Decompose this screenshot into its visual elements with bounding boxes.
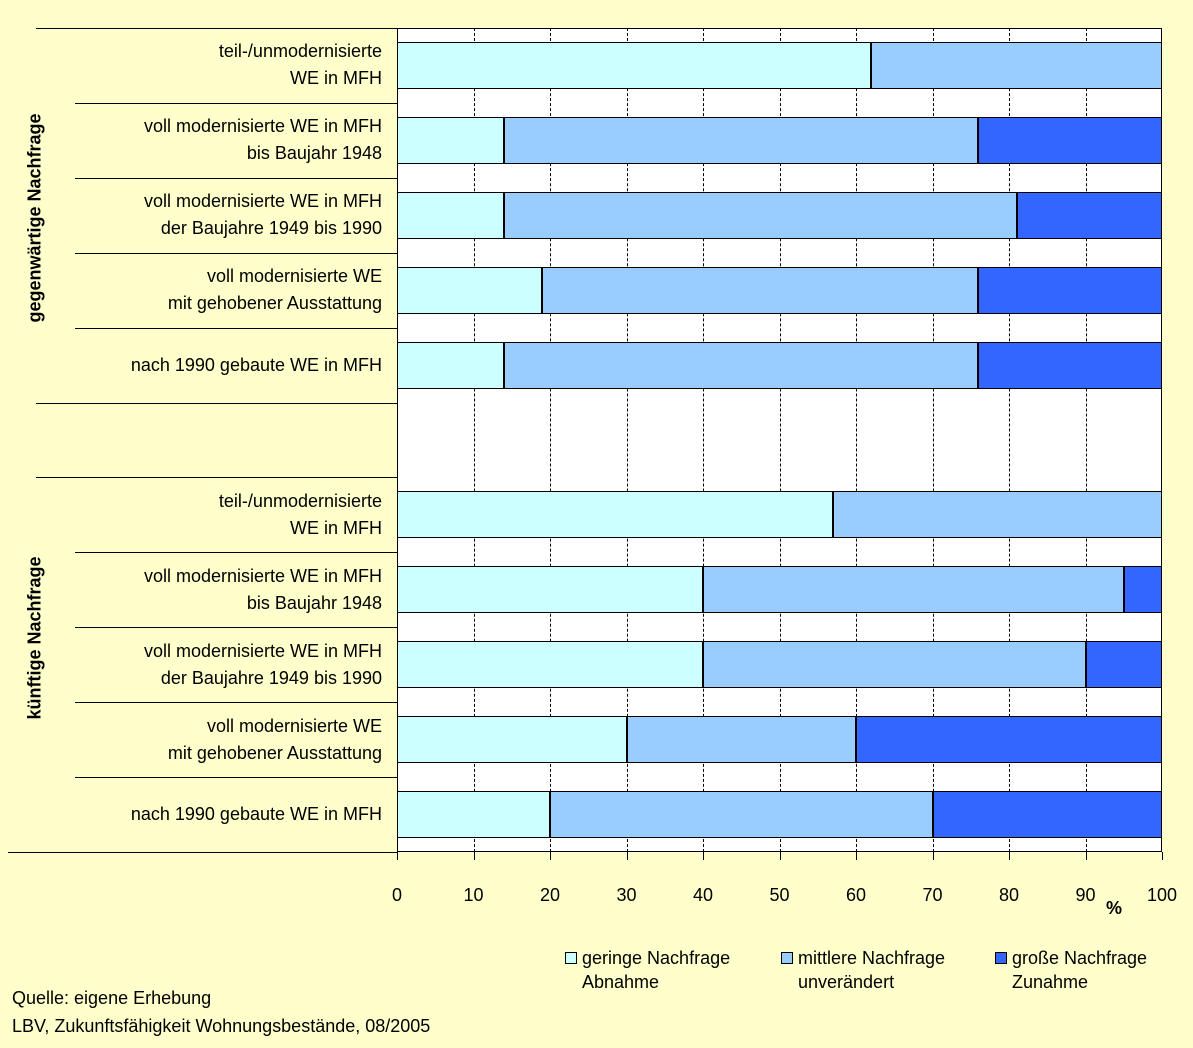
bar-segment xyxy=(397,566,703,614)
grid-line xyxy=(473,28,475,852)
row-separator xyxy=(36,28,397,29)
note: Quelle: eigene Erhebung xyxy=(12,988,212,1008)
category-label: teil-/unmodernisierte WE in MFH xyxy=(218,490,382,538)
grid-line xyxy=(1009,28,1010,852)
bar-segment xyxy=(703,566,1124,614)
bar-segment xyxy=(397,266,543,314)
tick-mark xyxy=(1162,852,1163,860)
x-tick-label: 10 xyxy=(463,885,484,905)
row-separator xyxy=(8,852,397,853)
tick-mark xyxy=(473,852,475,860)
grid-line xyxy=(856,28,857,852)
category-label: voll modernisierte WE in MFH der Baujahr… xyxy=(143,640,382,688)
bar-segment xyxy=(397,791,550,838)
bar-segment xyxy=(856,716,1162,764)
bar-segment xyxy=(932,791,1162,838)
row-separator xyxy=(75,627,397,629)
bar-segment xyxy=(703,641,1086,689)
legend-label: mittlere Nachfrage unverändert xyxy=(798,948,946,992)
category-label: voll modernisierte WE mit gehobener Auss… xyxy=(167,266,382,314)
bar-segment xyxy=(397,341,505,389)
x-tick-label: 20 xyxy=(539,885,561,905)
bar-segment xyxy=(978,341,1162,389)
legend-swatch xyxy=(995,952,1007,964)
bar-segment xyxy=(504,116,979,164)
x-unit: % xyxy=(1106,898,1123,918)
bar-segment xyxy=(833,491,1162,539)
bar-segment xyxy=(978,266,1162,314)
category-label: voll modernisierte WE in MFH der Baujahr… xyxy=(143,191,382,239)
grid-line xyxy=(550,28,551,852)
bar-segment xyxy=(397,491,834,539)
tick-mark xyxy=(397,852,398,860)
tick-mark xyxy=(779,852,781,860)
grid-line xyxy=(1085,28,1087,852)
tick-mark xyxy=(626,852,628,860)
note: LBV, Zukunftsfähigkeit Wohnungsbestände,… xyxy=(12,1016,431,1036)
bar-segment xyxy=(397,116,505,164)
x-tick-label: 90 xyxy=(1075,885,1096,905)
tick-mark xyxy=(856,852,857,860)
row-separator xyxy=(36,477,397,479)
category-label: nach 1990 gebaute WE in MFH xyxy=(130,354,382,375)
row-separator xyxy=(75,777,397,779)
x-tick-label: 80 xyxy=(998,885,1020,905)
bar-segment xyxy=(542,266,979,314)
category-label: voll modernisierte WE in MFH bis Baujahr… xyxy=(143,565,382,613)
category-label: nach 1990 gebaute WE in MFH xyxy=(130,804,382,825)
row-separator xyxy=(75,102,397,104)
x-tick-label: 60 xyxy=(845,885,867,905)
grid-line xyxy=(703,28,704,852)
bar-segment xyxy=(550,791,933,838)
bar-segment xyxy=(397,42,872,89)
grid-line xyxy=(626,28,628,852)
bar-segment xyxy=(978,116,1162,164)
legend-label: geringe Nachfrage Abnahme xyxy=(582,948,731,992)
bar-segment xyxy=(626,716,856,764)
x-tick-label: 30 xyxy=(616,885,637,905)
x-tick-label: 70 xyxy=(922,885,943,905)
legend-swatch xyxy=(781,952,793,964)
legend-label: große Nachfrage Zunahme xyxy=(1012,948,1148,992)
row-separator xyxy=(75,252,397,254)
grid-line xyxy=(779,28,781,852)
tick-mark xyxy=(1009,852,1010,860)
category-label: voll modernisierte WE in MFH bis Baujahr… xyxy=(143,116,382,164)
tick-mark xyxy=(550,852,551,860)
row-separator xyxy=(75,327,397,329)
row-separator xyxy=(75,702,397,704)
bar-segment xyxy=(871,42,1162,89)
x-tick-label: 50 xyxy=(769,885,790,905)
legend-swatch xyxy=(565,952,577,964)
row-separator xyxy=(75,177,397,179)
bar-segment xyxy=(397,716,627,764)
tick-mark xyxy=(703,852,704,860)
tick-mark xyxy=(932,852,934,860)
bar-segment xyxy=(1123,566,1162,614)
x-tick-label: 40 xyxy=(692,885,714,905)
bar-segment xyxy=(1016,191,1162,239)
tick-mark xyxy=(1085,852,1087,860)
bar-segment xyxy=(504,341,979,389)
row-separator xyxy=(75,552,397,554)
grid-line xyxy=(932,28,934,852)
bar-segment xyxy=(397,641,703,689)
bar-segment xyxy=(397,191,505,239)
x-tick-label: 100 xyxy=(1146,885,1178,905)
row-separator xyxy=(36,402,397,404)
category-label: voll modernisierte WE mit gehobener Auss… xyxy=(167,715,382,763)
bar-segment xyxy=(1085,641,1162,689)
category-label: teil-/unmodernisierte WE in MFH xyxy=(218,41,382,89)
x-tick-label: 0 xyxy=(391,885,402,905)
bar-segment xyxy=(504,191,1017,239)
